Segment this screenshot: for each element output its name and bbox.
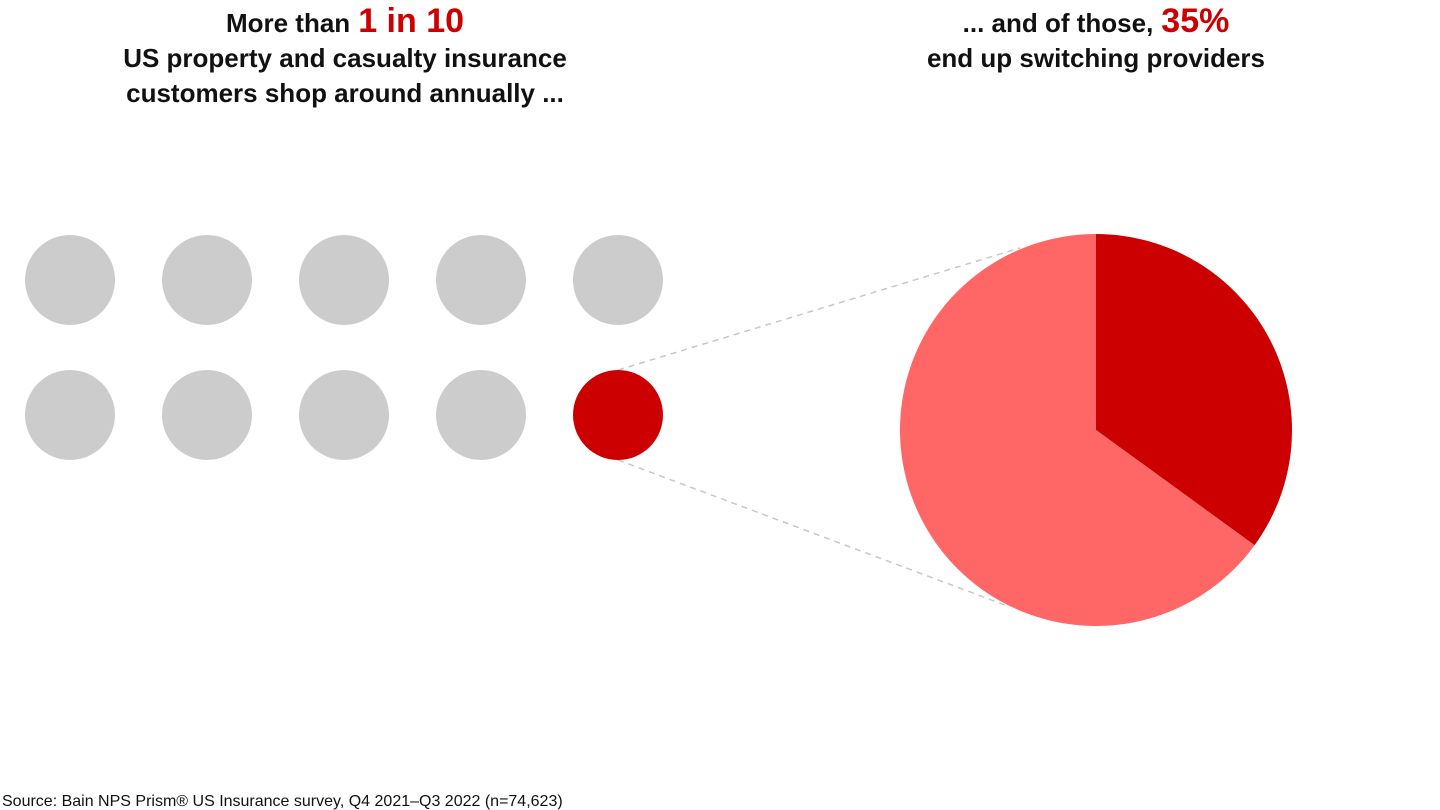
icon bbox=[299, 370, 389, 460]
left-title-line: US property and casualty insurance bbox=[123, 43, 567, 73]
icon bbox=[299, 235, 389, 325]
connector bbox=[617, 247, 1021, 371]
pie-slice bbox=[900, 234, 1255, 626]
pie-slice bbox=[1096, 234, 1293, 546]
connector bbox=[617, 459, 1006, 606]
source: Source: Bain NPS Prism® US Insurance sur… bbox=[2, 793, 563, 810]
right-title: ... and of those, 35% bbox=[963, 2, 1230, 40]
right-title-line: end up switching providers bbox=[927, 43, 1265, 73]
icon bbox=[25, 235, 115, 325]
title-lead: More than bbox=[226, 8, 350, 38]
title-highlight: 1 in 10 bbox=[358, 2, 464, 40]
title-highlight: 35% bbox=[1161, 2, 1229, 40]
left-title-line: customers shop around annually ... bbox=[126, 78, 564, 108]
title-lead: ... and of those, bbox=[963, 8, 1154, 38]
icon bbox=[162, 235, 252, 325]
icon bbox=[162, 370, 252, 460]
left-title: More than 1 in 10 bbox=[226, 2, 464, 40]
icon bbox=[25, 370, 115, 460]
icon bbox=[436, 370, 526, 460]
highlighted-icon bbox=[573, 370, 663, 460]
icon bbox=[573, 235, 663, 325]
icon bbox=[436, 235, 526, 325]
